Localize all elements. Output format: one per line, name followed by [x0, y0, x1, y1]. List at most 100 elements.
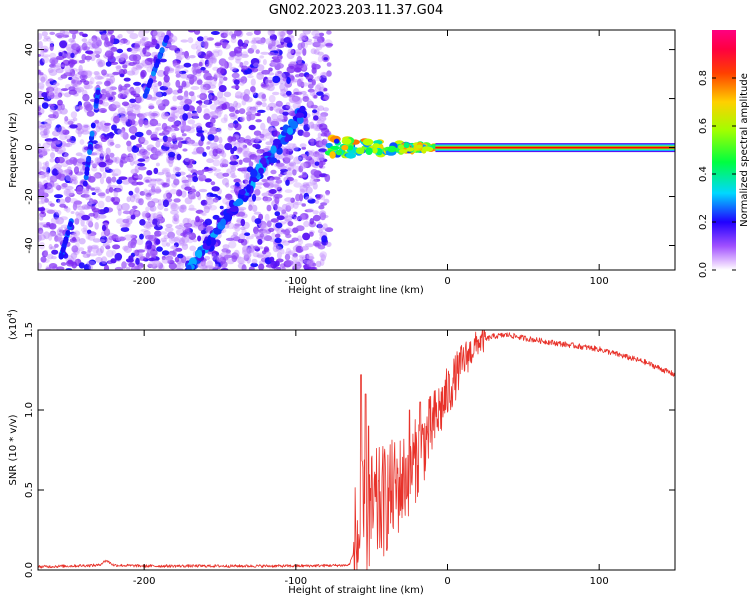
spectrogram-cell [318, 148, 327, 153]
spectrogram-cell [268, 125, 274, 132]
spectrogram-cell [213, 172, 219, 177]
spectrogram-cell [115, 65, 122, 70]
spectrogram-cell [257, 109, 266, 113]
spectrogram-cell [287, 167, 292, 171]
spectrogram-cell [296, 156, 302, 161]
spectrogram-cell [52, 209, 58, 214]
spectrogram-cell [109, 86, 117, 91]
spectrogram-cell [165, 255, 174, 261]
spectrogram-cell [156, 178, 164, 185]
spectrogram-cell [43, 128, 48, 136]
spectrogram-cell [293, 147, 302, 152]
spectrogram-cell [39, 130, 48, 136]
spectrogram-cell [88, 212, 96, 217]
spectrogram-cell [271, 113, 278, 121]
spectrogram-cell [293, 91, 303, 95]
spectrogram-cell [202, 264, 208, 270]
spectrogram-cell [156, 69, 166, 77]
spectrogram-cell [102, 243, 111, 247]
spectrogram-cell [208, 204, 218, 211]
spectrogram-cell [109, 61, 119, 65]
spectrogram-cell [65, 142, 71, 148]
spectrogram-signal-cell [365, 147, 373, 155]
spectrogram-cell [217, 127, 222, 134]
spectrogram-cell [172, 217, 180, 225]
spectrogram-cell [129, 119, 136, 125]
spectrogram-cell [302, 232, 311, 241]
spectrogram-cell [130, 135, 137, 140]
spectrogram-cell [240, 226, 246, 231]
spectrogram-cell [112, 104, 121, 109]
spectrogram-cell [313, 37, 323, 46]
spectrogram-cell [300, 34, 308, 41]
spectrogram-cell [265, 78, 270, 86]
spectrogram-cell [42, 148, 48, 156]
spectrogram-cell [195, 122, 202, 128]
spectrogram-cell [322, 117, 327, 121]
spectrogram-cell [140, 228, 149, 232]
spectrogram-cell [38, 222, 44, 230]
spectrogram-cell [290, 197, 295, 203]
spectrogram-cell [310, 174, 316, 180]
spectrogram-cell [39, 166, 49, 170]
spectrogram-cell [242, 150, 249, 155]
spectrogram-cell [223, 61, 228, 70]
spectrogram-cell [122, 64, 128, 69]
spectrogram-cell [197, 224, 206, 232]
spectrogram-cell [285, 170, 293, 178]
spectrogram-cell [244, 232, 251, 236]
spectrogram-cell [94, 157, 101, 164]
spectrogram-cell [86, 55, 91, 62]
spectrogram-cell [106, 73, 116, 78]
spectrogram-cell [181, 243, 189, 250]
spectrogram-cell [40, 45, 49, 54]
spectrogram-cell [38, 120, 43, 128]
spectrogram-cell [182, 148, 188, 152]
spectrogram-cell [87, 200, 93, 205]
spectrogram-signal-cell [345, 152, 356, 159]
spectrogram-cell [151, 38, 158, 45]
spectrogram-cell [208, 94, 213, 100]
spectrogram-cell [95, 212, 100, 221]
spectrogram-cell [43, 123, 51, 131]
spectrogram-cell [237, 256, 245, 265]
spectrogram-cell [73, 105, 79, 110]
spectrogram-cell [105, 165, 110, 170]
spectrogram-cell [265, 38, 273, 45]
spectrogram-cell [224, 143, 233, 151]
spectrogram-cell [135, 95, 144, 103]
spectrogram-cell [38, 161, 42, 169]
spectrogram-cell [151, 131, 158, 136]
spectrogram-cell [132, 104, 140, 110]
spectrogram-cell [258, 246, 264, 250]
spectrogram-cell [118, 236, 127, 241]
spectrogram-cell [250, 106, 257, 115]
spectrogram-cell [83, 124, 89, 128]
spectrogram-cell [284, 197, 294, 202]
spectrogram-cell [247, 75, 254, 79]
spectrogram-cell [298, 37, 306, 42]
spectrogram-cell [73, 230, 81, 237]
spectrogram-cell [231, 173, 236, 179]
spectrogram-cell [285, 105, 292, 109]
spectrogram-cell [292, 102, 302, 110]
spectrogram-cell [159, 58, 167, 63]
spectrogram-cell [69, 124, 78, 129]
spectrogram-cell [243, 172, 250, 180]
spectrogram-cell [187, 119, 196, 125]
spectrogram-cell [110, 46, 118, 52]
spectrogram-cell [79, 69, 88, 76]
spectrogram-cell [56, 236, 61, 242]
spectrogram-cell [243, 88, 251, 96]
spectrogram-cell [145, 192, 152, 198]
spectrogram-cell [147, 183, 157, 188]
spectrogram-cell [263, 76, 269, 85]
spectrogram-cell [204, 59, 210, 67]
spectrogram-cell [225, 193, 233, 200]
spectrogram-cell [153, 215, 163, 220]
spectrogram-streak-cell [63, 238, 68, 245]
spectrogram-cell [317, 75, 322, 80]
spectrogram-cell [209, 193, 218, 197]
colorbar-tick-label: 0.2 [698, 214, 709, 230]
